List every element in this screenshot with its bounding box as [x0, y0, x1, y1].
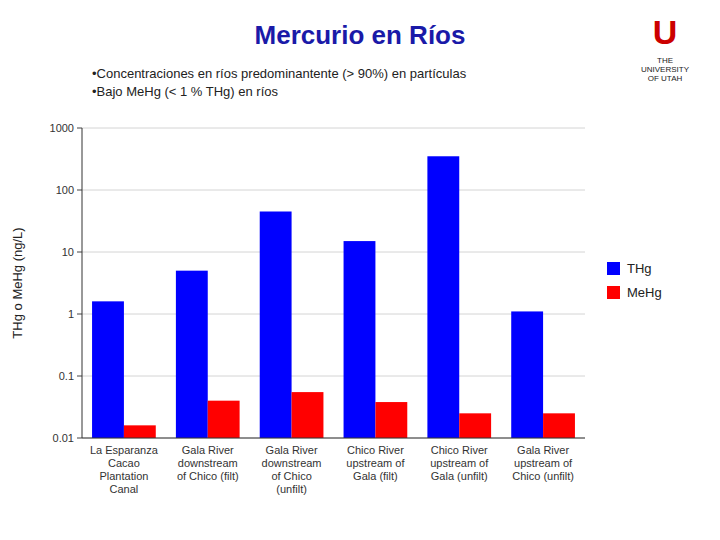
tick-label: 10: [62, 246, 74, 258]
tick-label-line: Gala (unfilt): [431, 470, 488, 482]
tick-label: 0.01: [53, 432, 74, 444]
bar: [459, 413, 491, 438]
bars: [92, 156, 575, 438]
bar: [292, 392, 324, 438]
page: {"chart_data": { "type": "bar", "title":…: [0, 0, 720, 540]
tick-label-line: Cacao: [108, 457, 140, 469]
annotation: U: [653, 13, 678, 51]
legend-swatch: [607, 262, 620, 275]
legend: THg MeHg: [607, 261, 662, 300]
y-ticks: 0.01 0.1 1 10 100 1000: [50, 122, 82, 444]
tick-mark: [77, 314, 82, 315]
grid-line: [82, 128, 585, 129]
bar: [543, 413, 575, 438]
tick-label: Gala Riverdownstreamof Chico(unfilt): [262, 444, 322, 495]
tick-label: 0.1: [59, 370, 74, 382]
tick-label: La EsparanzaCacaoPlantationCanal: [90, 444, 159, 495]
subtitle: •Concentraciones en ríos predominantente…: [92, 66, 467, 81]
legend-label: THg: [627, 261, 652, 276]
legend-label: MeHg: [627, 285, 662, 300]
tick-label-line: Chico (unfilt): [512, 470, 574, 482]
bar: [375, 402, 407, 438]
tick-label-line: Chico River: [347, 444, 404, 456]
tick-label: Chico Riverupstream ofGala (filt): [346, 444, 405, 482]
legend-swatch: [607, 286, 620, 299]
tick-label-line: of Chico (filt): [177, 470, 239, 482]
annotation: UNIVERSITY: [641, 65, 690, 74]
bar: [344, 241, 376, 438]
annotation: THE: [657, 56, 673, 65]
bar: [427, 156, 459, 438]
tick-label: Gala Riverdownstreamof Chico (filt): [177, 444, 239, 482]
chart: Mercurio en Ríos •Concentraciones en ríos…: [0, 0, 720, 540]
bar: [92, 301, 124, 438]
tick-label: 1: [68, 308, 74, 320]
tick-label: 100: [56, 184, 74, 196]
axis-label: THg o MeHg (ng/L): [10, 227, 25, 338]
tick-mark: [77, 376, 82, 377]
tick-label-line: Gala River: [266, 444, 318, 456]
subtitle: •Bajo MeHg (< 1 % THg) en ríos: [92, 84, 279, 99]
tick-label-line: Plantation: [99, 470, 148, 482]
x-ticks: La EsparanzaCacaoPlantationCanal Gala Riv…: [90, 444, 574, 495]
grid: [82, 128, 585, 438]
tick-mark: [77, 128, 82, 129]
tick-label-line: Gala River: [182, 444, 234, 456]
grid-line: [82, 376, 585, 377]
annotation: OF UTAH: [648, 74, 683, 83]
x-axis: [82, 438, 585, 439]
bar: [511, 311, 543, 438]
y-axis: [82, 128, 83, 438]
grid-line: [82, 438, 585, 439]
logo: U THEUNIVERSITYOF UTAH: [641, 13, 690, 83]
bar: [208, 401, 240, 438]
tick-label-line: Canal: [110, 483, 139, 495]
tick-mark: [77, 252, 82, 253]
grid-line: [82, 314, 585, 315]
tick-label-line: Gala (filt): [353, 470, 398, 482]
tick-label-line: upstream of: [430, 457, 489, 469]
grid-line: [82, 252, 585, 253]
bar: [124, 425, 156, 438]
title: Mercurio en Ríos: [255, 20, 466, 50]
tick-label-line: downstream: [178, 457, 238, 469]
bar: [260, 212, 292, 438]
tick-label-line: Chico River: [431, 444, 488, 456]
tick-label: Chico Riverupstream ofGala (unfilt): [430, 444, 489, 482]
bar: [176, 271, 208, 438]
grid-line: [82, 190, 585, 191]
tick-label-line: upstream of: [346, 457, 405, 469]
tick-mark: [77, 438, 82, 439]
tick-label-line: of Chico: [271, 470, 311, 482]
tick-label-line: Gala River: [517, 444, 569, 456]
tick-label-line: (unfilt): [276, 483, 307, 495]
tick-label: Gala Riverupstream ofChico (unfilt): [512, 444, 574, 482]
tick-mark: [77, 190, 82, 191]
tick-label: 1000: [50, 122, 74, 134]
tick-label-line: La Esparanza: [90, 444, 159, 456]
tick-label-line: downstream: [262, 457, 322, 469]
tick-label-line: upstream of: [514, 457, 573, 469]
